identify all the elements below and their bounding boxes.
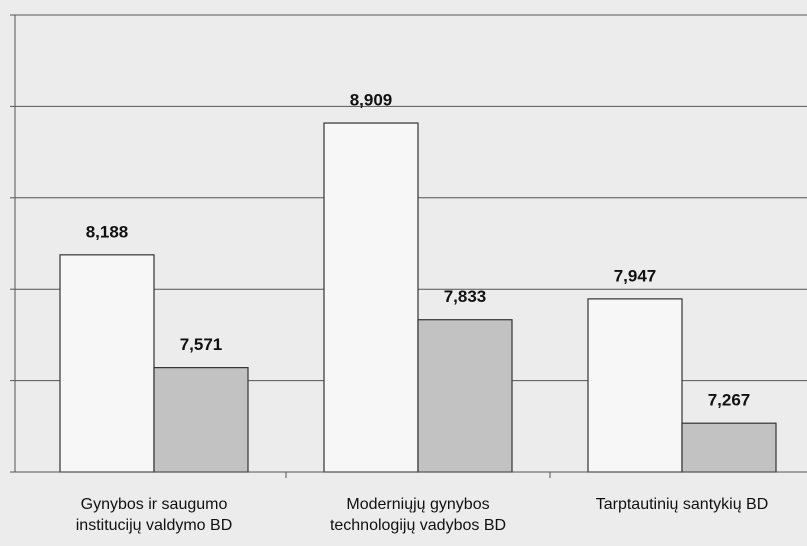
value-label: 7,571 xyxy=(180,335,223,354)
x-label-box: Moderniųjų gynybos technologijų vadybos … xyxy=(329,496,507,534)
value-label: 8,188 xyxy=(86,222,129,241)
bar xyxy=(153,367,249,473)
value-label: 8,909 xyxy=(350,91,393,110)
x-tick-label: Moderniųjų gynybos technologijų vadybos … xyxy=(329,496,507,534)
x-tick-label: Gynybos ir saugumo institucijų valdymo B… xyxy=(75,496,233,534)
x-tick-label: Tarptautinių santykių BD xyxy=(595,496,769,513)
bar xyxy=(681,422,777,473)
value-label: 7,947 xyxy=(614,266,657,285)
bar xyxy=(59,254,155,473)
value-label: 7,267 xyxy=(708,391,751,410)
bar xyxy=(417,319,513,473)
bar xyxy=(323,122,419,473)
x-label-box: Tarptautinių santykių BD xyxy=(595,496,769,513)
x-label-box: Gynybos ir saugumo institucijų valdymo B… xyxy=(75,496,233,534)
bar xyxy=(587,298,683,473)
value-label: 7,833 xyxy=(444,287,487,306)
